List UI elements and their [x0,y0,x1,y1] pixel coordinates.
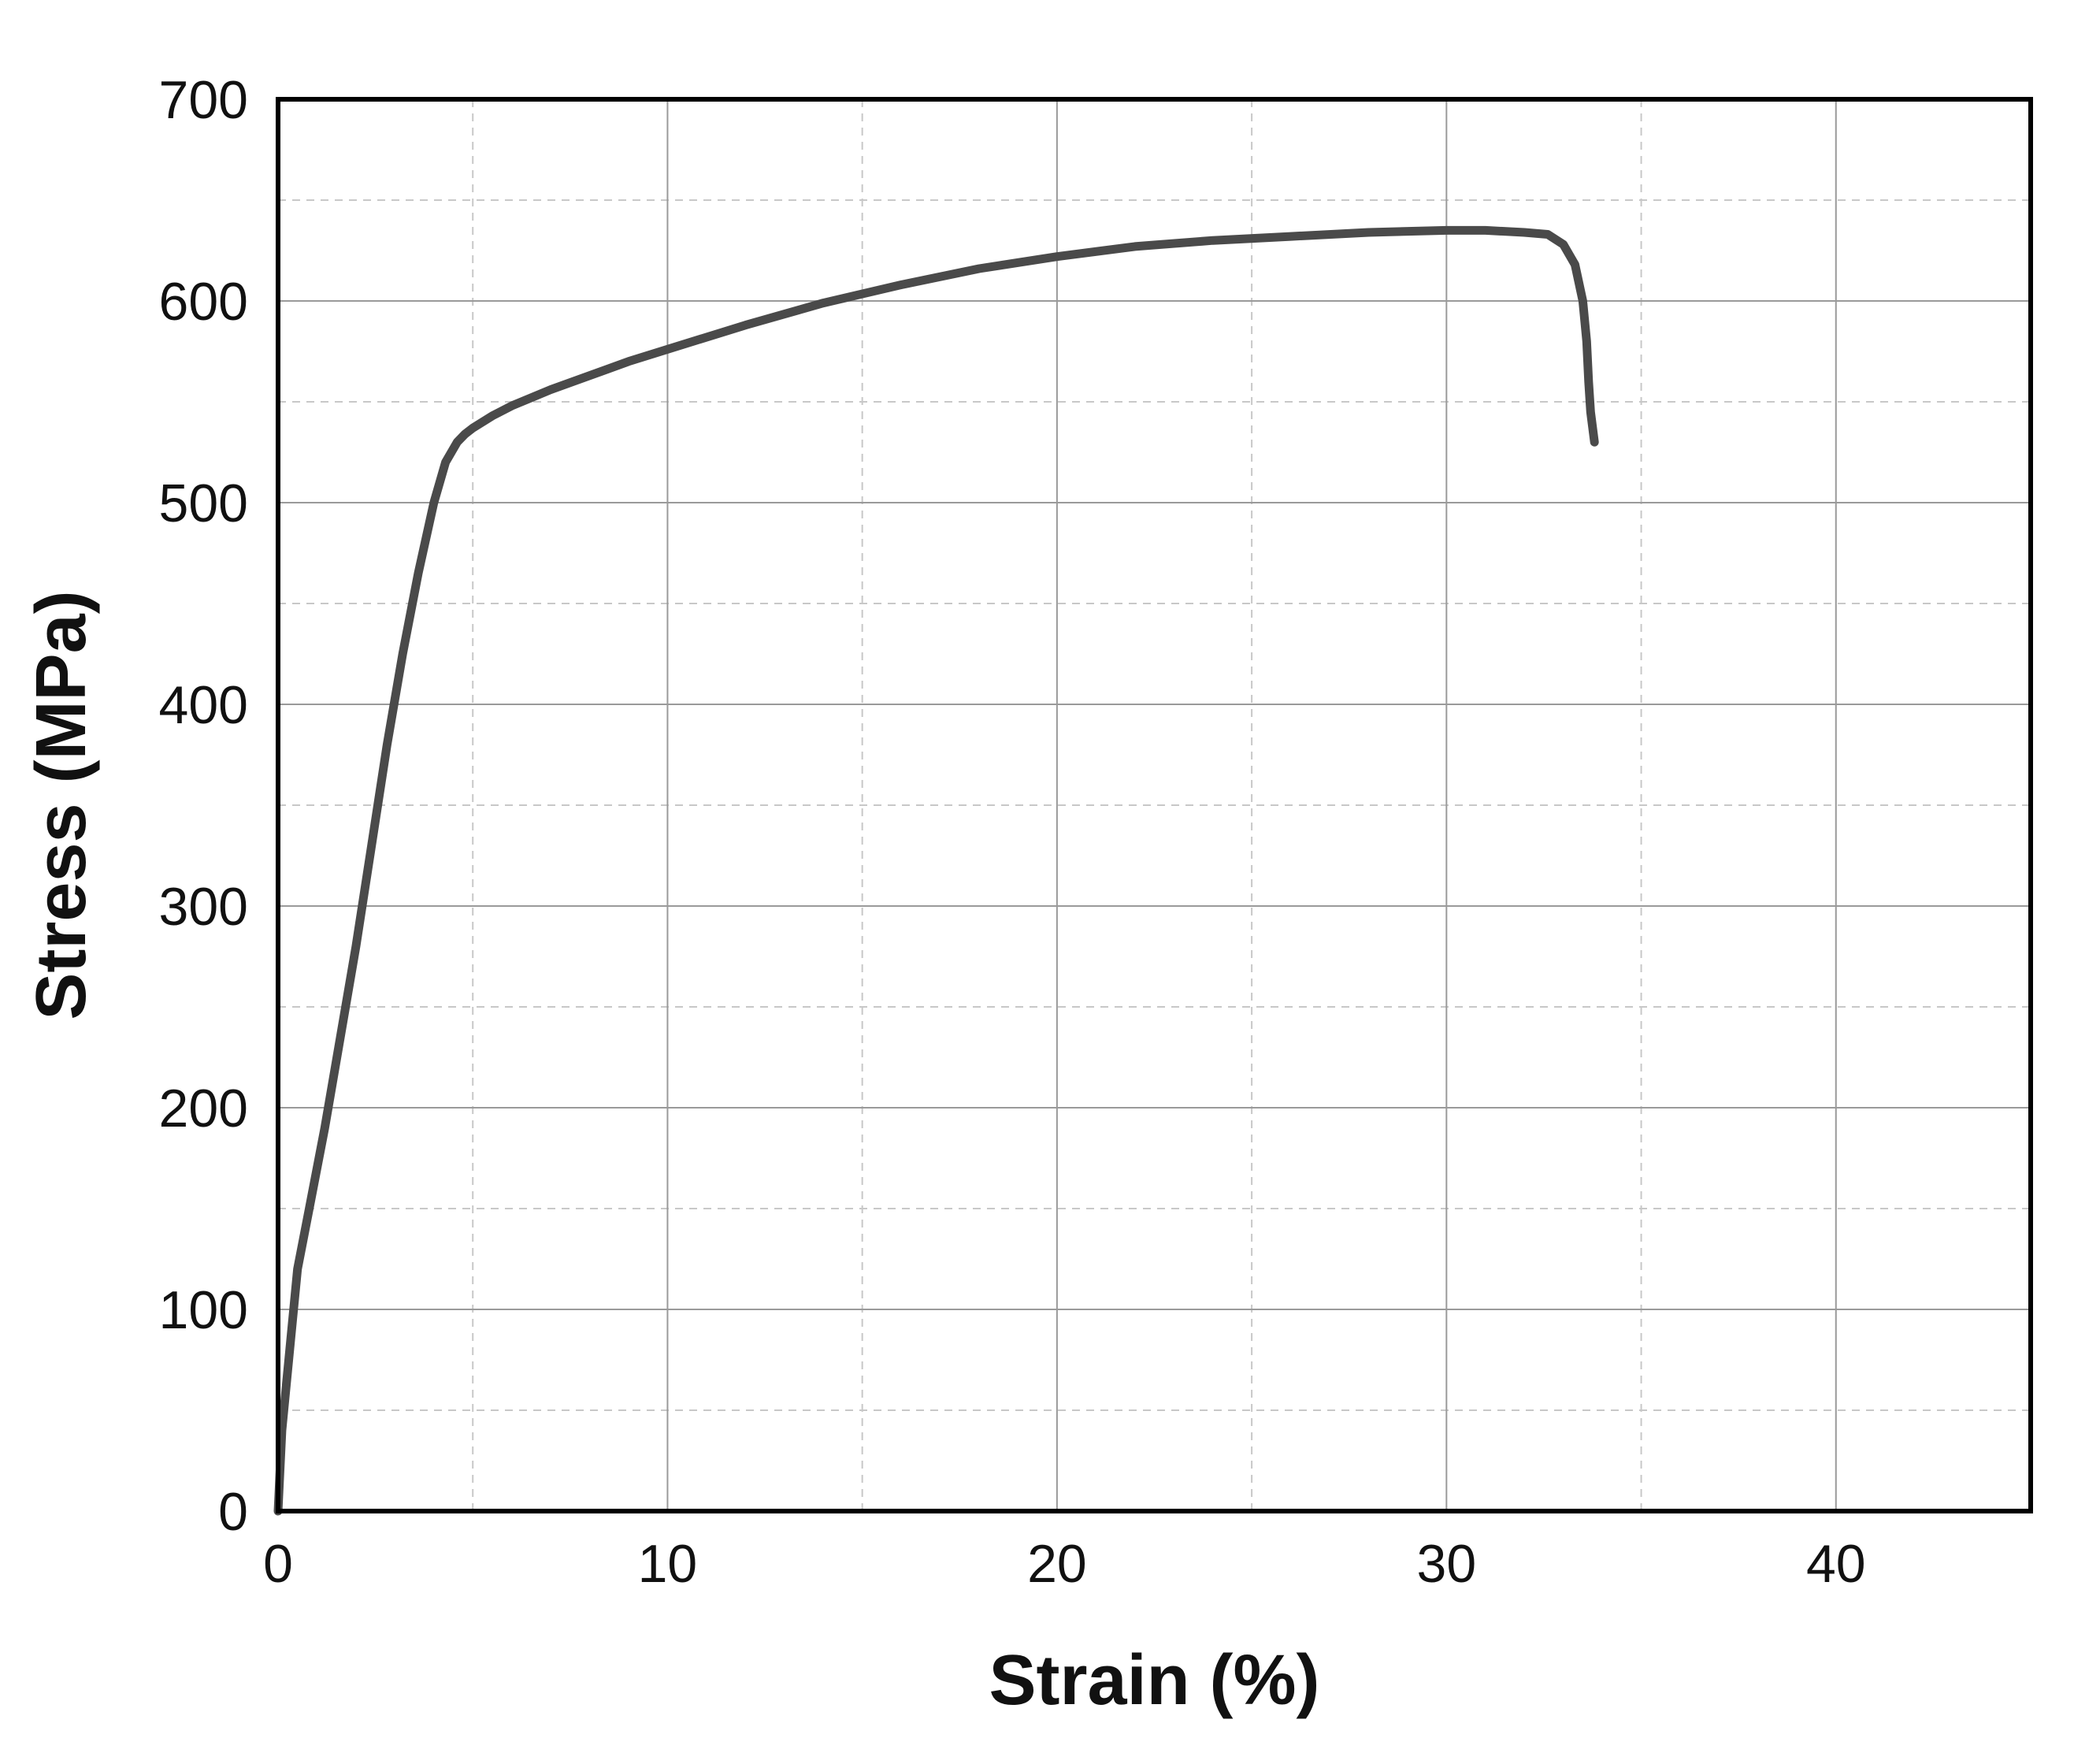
x-tick-labels: 0 10 20 30 40 [263,1534,1866,1594]
y-tick-labels: 0 100 200 300 400 500 600 700 [159,70,248,1542]
y-tick-label: 500 [159,473,248,533]
y-axis-title: Stress (MPa) [22,590,101,1019]
x-tick-label: 10 [638,1534,698,1594]
y-tick-label: 400 [159,675,248,735]
x-axis-title: Strain (%) [989,1641,1319,1720]
y-tick-label: 200 [159,1079,248,1138]
minor-grid [278,99,2031,1511]
y-tick-label: 300 [159,877,248,937]
plot-frame [276,97,2033,1513]
y-tick-label: 700 [159,70,248,130]
x-tick-label: 40 [1806,1534,1866,1594]
y-tick-label: 0 [218,1482,248,1542]
stress-strain-curve [273,225,1599,1516]
x-tick-label: 30 [1417,1534,1477,1594]
y-tick-label: 100 [159,1280,248,1340]
x-tick-label: 20 [1027,1534,1087,1594]
x-tick-label: 0 [263,1534,293,1594]
major-grid [278,99,2031,1511]
y-tick-label: 600 [159,272,248,332]
